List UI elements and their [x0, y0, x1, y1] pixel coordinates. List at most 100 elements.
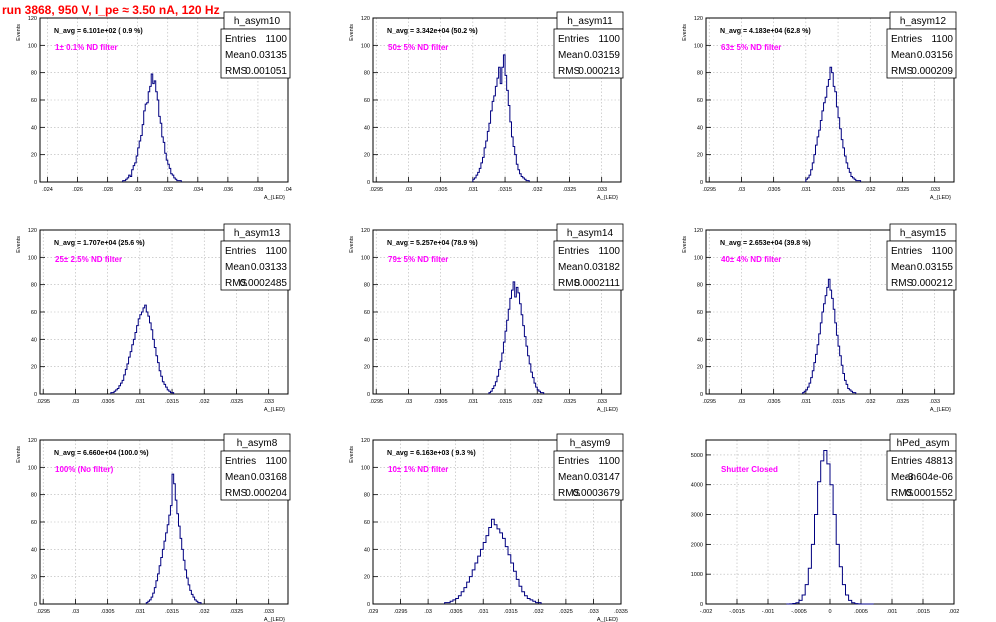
y-tick-label: 100: [28, 255, 37, 261]
filter-annotation: 50± 5% ND filter: [388, 43, 448, 52]
y-tick-label: 100: [28, 465, 37, 471]
x-tick-label: .0305: [434, 399, 448, 405]
stat-value: 0.03182: [584, 262, 621, 273]
x-tick-label: .032: [532, 187, 543, 193]
histogram-name: h_asym13: [234, 228, 281, 239]
stat-label: Entries: [558, 456, 589, 467]
x-tick-label: .031: [467, 187, 478, 193]
n-avg-label: N_avg = 2.653e+04 (39.8 %): [720, 240, 811, 247]
stat-label: Entries: [891, 456, 922, 467]
stat-value: 1100: [265, 34, 287, 45]
x-tick-label: .028: [102, 187, 113, 193]
x-tick-label: .0335: [614, 609, 628, 615]
x-tick-label: .0315: [504, 609, 518, 615]
x-tick-label: .03: [738, 399, 746, 405]
x-tick-label: .033: [263, 399, 274, 405]
x-tick-label: 0: [828, 609, 831, 615]
histogram-name: h_asym8: [237, 438, 278, 449]
x-tick-label: .031: [134, 399, 145, 405]
y-tick-label: 3000: [691, 513, 703, 519]
x-tick-label: .036: [223, 187, 234, 193]
page-title: run 3868, 950 V, I_pe ≈ 3.50 nA, 120 Hz: [2, 3, 220, 17]
stat-label: Entries: [225, 456, 256, 467]
stat-value: 1100: [598, 246, 620, 257]
x-tick-label: .033: [263, 609, 274, 615]
stat-label: Entries: [891, 34, 922, 45]
y-tick-label: 100: [361, 255, 370, 261]
y-tick-label: 60: [31, 310, 37, 316]
y-tick-label: 60: [364, 98, 370, 104]
stat-label: RMS: [558, 66, 581, 77]
stat-value: 0.000209: [911, 66, 953, 77]
stats-box: [553, 450, 624, 501]
x-tick-label: .0305: [101, 399, 115, 405]
stats-box: [886, 450, 957, 501]
histogram-panel: 0 20 40 60 80 100 120 .0295 .03 .0305 .031 .0315 .03…: [682, 223, 957, 413]
stats-box: [553, 28, 624, 79]
stat-label: Entries: [225, 246, 256, 257]
stats-box: [220, 28, 291, 79]
y-axis-label: Events: [682, 236, 688, 253]
y-tick-label: 120: [28, 438, 37, 444]
stat-value: 0.0002485: [240, 278, 288, 289]
y-axis-label: Events: [16, 236, 22, 253]
y-tick-label: 2000: [691, 542, 703, 548]
x-tick-label: -.002: [700, 609, 713, 615]
y-tick-label: 0: [367, 180, 370, 186]
stats-box: [886, 28, 957, 79]
x-axis-label: A_{LED}: [930, 195, 951, 201]
y-tick-label: 0: [34, 180, 37, 186]
x-tick-label: .03: [72, 609, 80, 615]
x-tick-label: -.0015: [729, 609, 745, 615]
y-tick-label: 80: [364, 493, 370, 499]
x-tick-label: .032: [199, 399, 210, 405]
x-tick-label: .0295: [702, 187, 716, 193]
stat-label: RMS: [891, 488, 914, 499]
y-tick-label: 20: [697, 153, 703, 159]
histogram-panel: 0 20 40 60 80 100 120 .029 .0295 .03 .0305 .031 .031…: [349, 433, 628, 622]
x-tick-label: .032: [162, 187, 173, 193]
y-tick-label: 0: [700, 602, 703, 608]
x-tick-label: -.001: [762, 609, 775, 615]
x-axis-label: A_{LED}: [597, 407, 618, 413]
y-tick-label: 0: [700, 180, 703, 186]
stat-value: 1100: [931, 34, 953, 45]
filter-annotation: 100% (No filter): [55, 465, 114, 474]
stat-label: RMS: [891, 278, 914, 289]
x-axis-label: A_{LED}: [930, 407, 951, 413]
x-tick-label: .03: [424, 609, 432, 615]
histogram-name: h_asym14: [567, 228, 614, 239]
stat-value: 0.0003679: [573, 488, 621, 499]
y-axis-label: Events: [349, 24, 355, 41]
x-tick-label: .0305: [767, 399, 781, 405]
x-tick-label: .0325: [563, 399, 577, 405]
x-axis-label: A_{LED}: [597, 617, 618, 622]
y-tick-label: 80: [697, 71, 703, 77]
stat-label: RMS: [558, 278, 581, 289]
x-tick-label: .03: [134, 187, 142, 193]
histogram-name: h_asym9: [570, 438, 611, 449]
y-tick-label: 40: [364, 125, 370, 131]
x-tick-label: .0295: [369, 187, 383, 193]
x-axis-label: A_{LED}: [264, 617, 285, 622]
x-tick-label: .001: [887, 609, 898, 615]
y-tick-label: 20: [364, 153, 370, 159]
y-tick-label: 80: [364, 283, 370, 289]
y-axis-label: Events: [349, 446, 355, 463]
stat-label: Mean: [891, 50, 916, 61]
x-axis-label: A_{LED}: [264, 195, 285, 201]
x-tick-label: .0295: [36, 609, 50, 615]
stats-box: [220, 240, 291, 291]
x-tick-label: .031: [478, 609, 489, 615]
y-tick-label: 120: [28, 16, 37, 22]
y-tick-label: 20: [364, 365, 370, 371]
x-tick-label: .031: [800, 399, 811, 405]
filter-annotation: 1± 0.1% ND filter: [55, 43, 118, 52]
stats-box: [886, 240, 957, 291]
histogram-name: hPed_asym: [897, 438, 950, 449]
x-tick-label: .032: [865, 187, 876, 193]
y-tick-label: 60: [364, 520, 370, 526]
x-tick-label: .0325: [896, 187, 910, 193]
x-tick-label: .0305: [101, 609, 115, 615]
histogram-name: h_asym12: [900, 16, 947, 27]
